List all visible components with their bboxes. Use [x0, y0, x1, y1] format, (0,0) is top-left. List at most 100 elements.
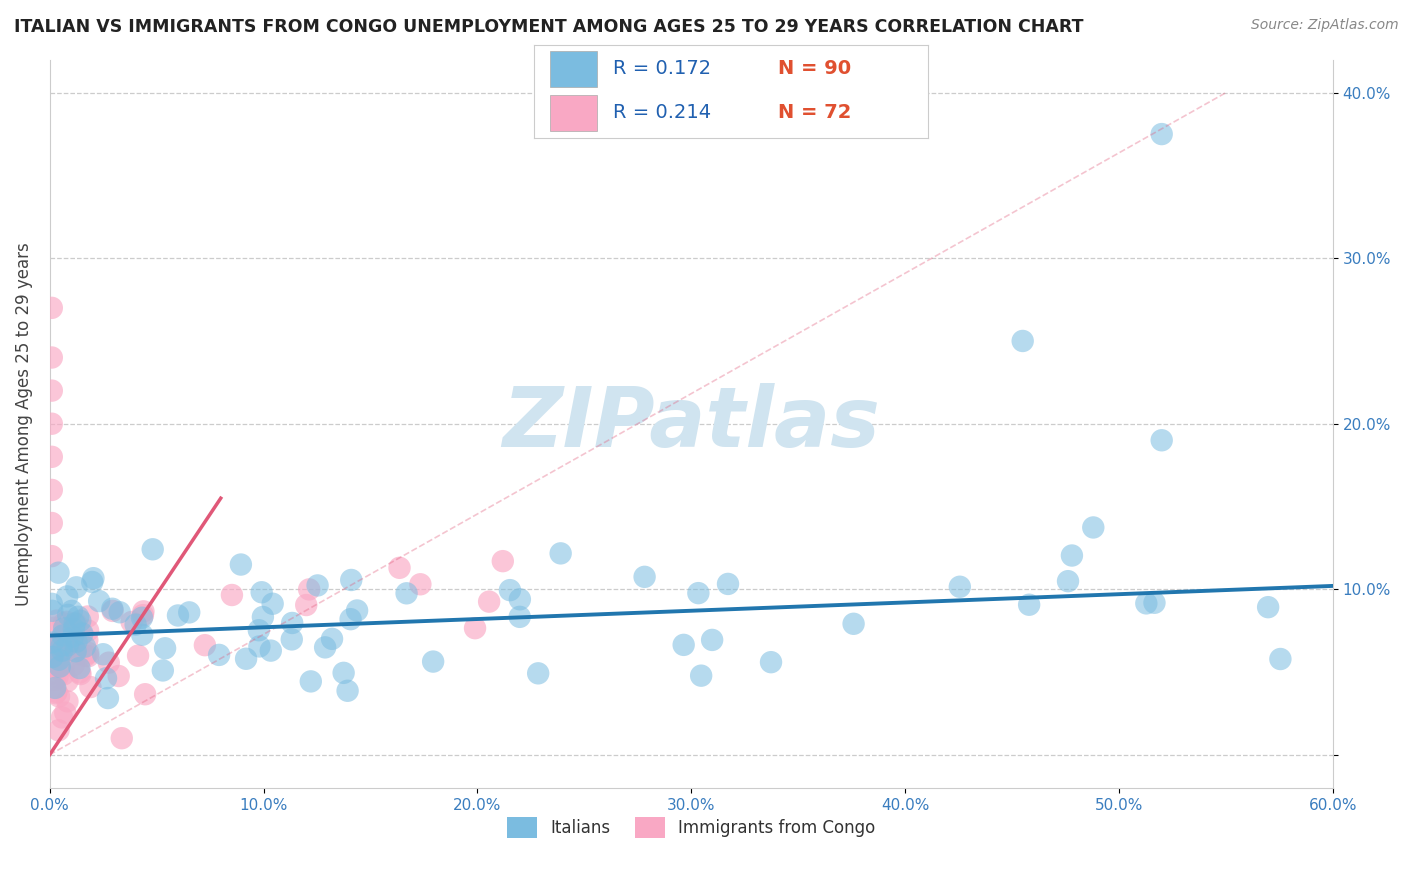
Text: R = 0.214: R = 0.214: [613, 103, 711, 121]
FancyBboxPatch shape: [550, 51, 598, 87]
Point: [65, 616, 87, 631]
Point: [67, 661, 90, 675]
Legend: Italians, Immigrants from Congo: Italians, Immigrants from Congo: [501, 810, 883, 845]
Point: [48, 658, 70, 673]
Point: [672, 638, 695, 652]
Point: [67, 647, 90, 661]
Point: [41, 516, 63, 530]
Point: [41, 549, 63, 563]
Point: [260, 643, 283, 657]
Point: [67, 609, 90, 624]
Point: [101, 604, 124, 618]
Point: [63, 622, 86, 636]
Point: [51, 643, 73, 657]
Point: [62, 632, 84, 647]
Point: [717, 577, 740, 591]
Point: [142, 542, 165, 557]
Point: [949, 580, 972, 594]
Point: [41, 417, 63, 431]
Point: [51, 710, 73, 724]
Point: [45, 686, 67, 700]
Point: [134, 687, 156, 701]
Point: [82, 574, 104, 589]
Point: [69, 614, 91, 628]
Point: [1143, 596, 1166, 610]
Point: [478, 594, 501, 608]
Point: [336, 683, 359, 698]
Point: [41, 351, 63, 365]
Text: R = 0.172: R = 0.172: [613, 60, 711, 78]
Point: [339, 612, 361, 626]
Point: [69, 665, 91, 680]
Point: [111, 731, 134, 746]
Point: [281, 632, 304, 647]
Point: [153, 641, 176, 656]
Point: [45, 614, 67, 628]
Point: [52, 628, 75, 642]
Point: [45, 637, 67, 651]
Point: [55, 640, 77, 655]
Point: [97, 656, 120, 670]
Point: [44, 681, 66, 695]
Point: [56, 694, 79, 708]
Point: [464, 621, 486, 635]
Point: [307, 578, 329, 592]
Point: [56, 674, 79, 689]
Point: [388, 561, 411, 575]
Point: [44, 659, 66, 673]
Point: [1018, 598, 1040, 612]
Point: [281, 615, 304, 630]
Point: [527, 666, 550, 681]
Point: [41, 650, 63, 665]
Point: [167, 608, 190, 623]
Point: [252, 610, 274, 624]
Point: [314, 640, 336, 655]
Point: [53, 621, 76, 635]
Point: [1057, 574, 1080, 589]
Point: [65, 644, 87, 658]
Point: [194, 638, 217, 652]
Text: ZIPatlas: ZIPatlas: [502, 384, 880, 464]
Point: [52, 616, 75, 631]
Point: [1060, 549, 1083, 563]
Point: [52, 659, 75, 673]
Point: [94, 671, 117, 685]
Point: [51, 639, 73, 653]
Point: [79, 680, 101, 694]
Point: [1135, 596, 1157, 610]
Point: [127, 648, 149, 663]
Point: [56, 607, 79, 622]
Point: [76, 633, 98, 648]
Point: [53, 706, 76, 720]
Point: [221, 588, 243, 602]
Point: [332, 665, 354, 680]
Point: [101, 601, 124, 615]
Point: [41, 597, 63, 611]
Point: [295, 598, 318, 612]
Point: [1257, 600, 1279, 615]
Point: [49, 641, 72, 656]
Point: [82, 571, 104, 585]
Point: [208, 648, 231, 662]
Point: [49, 632, 72, 647]
Point: [58, 623, 80, 637]
Point: [46, 636, 69, 650]
Point: [299, 674, 322, 689]
Point: [346, 603, 368, 617]
Point: [509, 610, 531, 624]
Point: [1083, 520, 1105, 534]
Point: [409, 577, 432, 591]
Point: [77, 649, 100, 664]
Point: [89, 594, 111, 608]
Point: [107, 669, 129, 683]
Point: [44, 655, 66, 669]
Point: [70, 627, 93, 641]
Point: [688, 586, 710, 600]
Point: [56, 638, 79, 652]
Point: [1011, 334, 1033, 348]
Point: [73, 640, 96, 654]
Point: [249, 640, 271, 654]
Point: [76, 609, 98, 624]
Point: [132, 604, 155, 618]
Point: [690, 668, 713, 682]
